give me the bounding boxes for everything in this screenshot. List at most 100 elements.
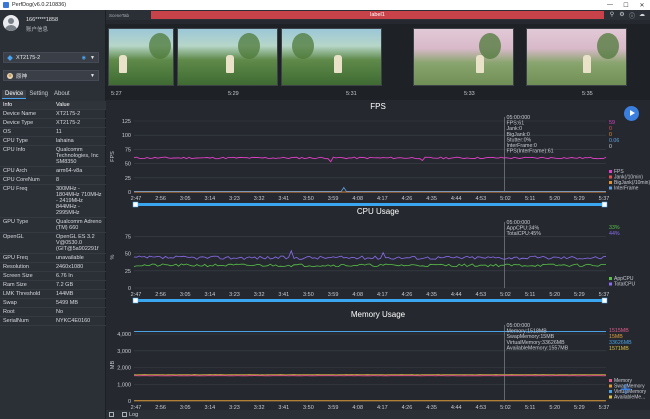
thumb-time: 5:29 [228,91,239,97]
screenshot-thumbnail[interactable] [108,28,174,86]
cpu-tooltip-line: AppCPU:34% [507,226,540,232]
fps-chart-title: FPS [370,102,386,111]
fps-tooltip-line: Jank:0 [507,126,523,132]
property-value: OpenGL ES 3.2 V@0530.0 (GIT@5a902291f [56,234,99,252]
device-icon [7,54,13,61]
property-key: GPU Type [3,219,29,225]
table-row: Resolution 2460x1080 [0,263,106,272]
cpu-y-tick: 0 [128,286,131,292]
fps-legend-swatch [609,170,612,173]
account-info-link[interactable]: 账户信息 [26,27,49,33]
window-controls: — ☐ ✕ [602,2,650,9]
tab-setting[interactable]: Setting [29,91,49,97]
thumb-time: 5:27 [111,91,122,97]
property-value: unavailable [56,255,84,261]
property-value: arm64-v8a [56,168,83,174]
expand-checkbox[interactable] [109,412,114,417]
fps-x-tick: 3:05 [180,196,191,202]
fps-chart[interactable]: 125 100 75 50 25 0 FPS 2:47 2:56 3:05 3:14 3:23 3:32… [106,111,650,215]
wifi-icon: ◉ [81,54,87,61]
memory-y-tick: 2,000 [117,366,131,372]
cpu-x-tick: 3:32 [254,292,265,298]
cpu-legend-swatch [609,282,612,286]
fps-tooltip-line: FPS(InterFrame):61 [507,149,554,155]
fps-x-tick: 5:02 [500,196,511,202]
account-name: 166*****1858 [26,17,59,23]
fps-x-tick: 5:20 [549,196,560,202]
memory-legend-label: SwapMemory [614,384,645,390]
fps-x-tick: 3:23 [229,196,240,202]
maximize-button[interactable]: ☐ [623,2,629,9]
property-value: 5499 MB [56,300,79,306]
cpu-current-value: 33% [609,225,620,231]
scene-tab[interactable]: SceneTab [109,12,130,18]
property-key: Resolution [3,264,29,270]
device-properties-table: Info Value Device Name XT2175-2 Device Typ… [0,101,106,326]
scene-label[interactable]: label1 [151,11,604,19]
property-value: 144MB [56,291,74,297]
memory-current-value: 1571MB [609,346,629,352]
cpu-x-tick: 5:20 [549,292,560,298]
memory-x-tick: 3:23 [229,405,240,409]
screenshot-strip[interactable]: 5:27 5:29 5:31 5:33 5:35 [106,24,650,100]
cpu-x-tick: 5:11 [525,292,535,298]
cpu-x-tick: 4:35 [426,292,437,298]
table-row: OpenGL OpenGL ES 3.2 V@0530.0 (GIT@5a9022… [0,233,106,254]
play-button[interactable] [624,106,639,121]
minimize-button[interactable]: — [607,1,613,8]
memory-legend-swatch [609,390,612,393]
property-key: CPU CoreNum [3,177,40,183]
memory-x-tick: 3:59 [328,405,339,409]
fps-current-value: 59 [609,120,615,126]
memory-chart[interactable]: 4,000 3,000 2,000 1,000 0 MB 2:47 2:56 3:05 3:14 3… [106,319,650,409]
table-row: OS 11 [0,128,106,137]
log-checkbox[interactable] [122,412,127,417]
cpu-chart[interactable]: 75 50 25 0% 2:47 2:56 3:05 3:14 3:23 3:32 3:41 3:50… [106,216,650,310]
table-row: Ram Size 7.2 GB [0,281,106,290]
screenshot-thumbnail[interactable] [177,28,278,86]
property-key: CPU Type [3,138,28,144]
fps-legend-label: Jank(/10min) [614,175,643,181]
property-key: CPU Freq [3,186,28,192]
property-value: 8 [56,177,60,183]
property-value: XT2175-2 [56,111,81,117]
fps-x-tick: 4:35 [426,196,437,202]
info-icon[interactable]: ⓘ [628,14,635,20]
close-button[interactable]: ✕ [639,2,645,9]
table-row: Device Name XT2175-2 [0,110,106,119]
scene-tools: ⚲ ⚙ ⓘ ☁ [607,11,647,20]
fps-y-tick: 100 [122,133,131,139]
user-panel[interactable]: 166*****1858 账户信息 [3,15,58,35]
memory-legend-swatch [609,379,612,382]
table-row: CPU CoreNum 8 [0,176,106,185]
tab-device[interactable]: Device [2,90,27,99]
screenshot-thumbnail[interactable] [526,28,627,86]
location-icon[interactable]: ⚲ [609,12,615,18]
memory-legend-swatch [609,395,612,399]
fps-x-tick: 4:53 [475,196,486,202]
property-key: OS [3,129,11,135]
app-select[interactable]: 原神 ▼ [3,70,99,81]
fps-x-tick: 2:56 [155,196,166,202]
screenshot-thumbnail[interactable] [413,28,514,86]
cpu-x-tick: 4:08 [352,292,363,298]
fps-x-tick: 3:59 [328,196,339,202]
table-row: LMK Threshold 144MB [0,290,106,299]
settings-icon[interactable]: ⚙ [619,12,625,18]
fps-y-tick: 50 [125,162,131,168]
device-select[interactable]: XT2175-2 ◉ ▼ [3,52,99,63]
screenshot-thumbnail[interactable] [281,28,382,86]
memory-x-tick: 3:50 [303,405,314,409]
add-button[interactable]: + [620,379,632,401]
fps-legend-swatch [609,186,612,190]
property-key: OpenGL [3,234,24,240]
memory-tooltip-line: Memory:1518MB [507,329,548,335]
property-value: lahaina [56,138,74,144]
tab-about[interactable]: About [54,91,70,97]
fps-current-value: 0.06 [609,138,619,144]
chevron-down-icon: ▼ [90,54,95,61]
device-select-value: XT2175-2 [16,54,41,61]
avatar[interactable] [3,15,19,31]
cpu-legend-swatch [609,277,612,280]
cloud-icon[interactable]: ☁ [639,12,645,18]
